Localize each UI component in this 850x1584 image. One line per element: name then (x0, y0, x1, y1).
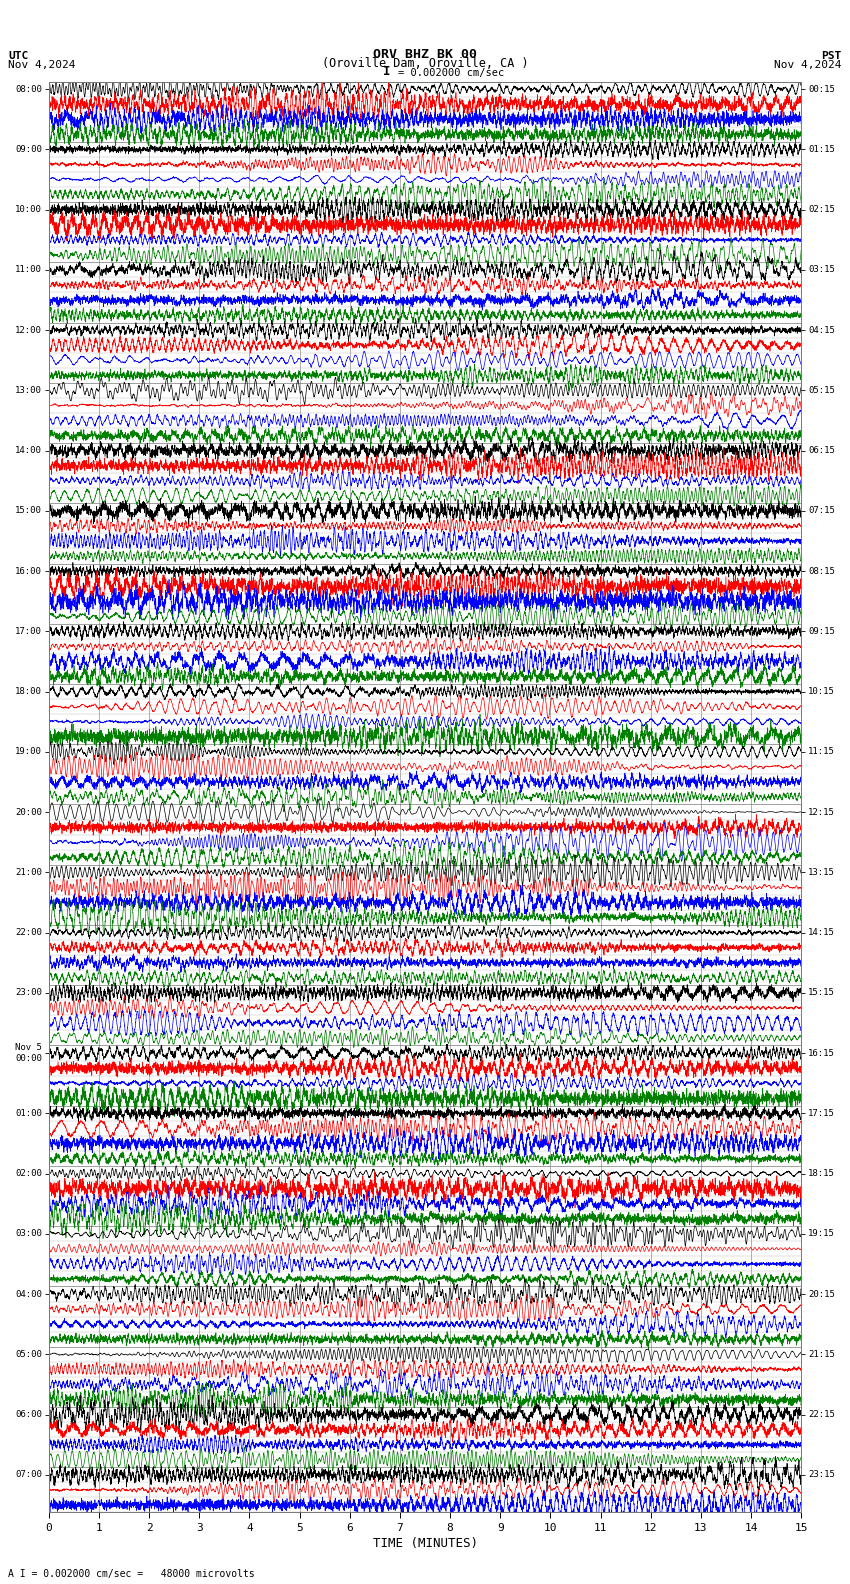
Text: ORV BHZ BK 00: ORV BHZ BK 00 (373, 48, 477, 60)
Text: PST: PST (821, 51, 842, 60)
Text: I: I (383, 65, 390, 78)
Text: UTC: UTC (8, 51, 29, 60)
Text: (Oroville Dam, Oroville, CA ): (Oroville Dam, Oroville, CA ) (321, 57, 529, 70)
Text: Nov 4,2024: Nov 4,2024 (774, 60, 842, 70)
Text: Nov 4,2024: Nov 4,2024 (8, 60, 76, 70)
X-axis label: TIME (MINUTES): TIME (MINUTES) (372, 1536, 478, 1551)
Text: A I = 0.002000 cm/sec =   48000 microvolts: A I = 0.002000 cm/sec = 48000 microvolts (8, 1570, 255, 1579)
Text: = 0.002000 cm/sec: = 0.002000 cm/sec (398, 68, 504, 78)
